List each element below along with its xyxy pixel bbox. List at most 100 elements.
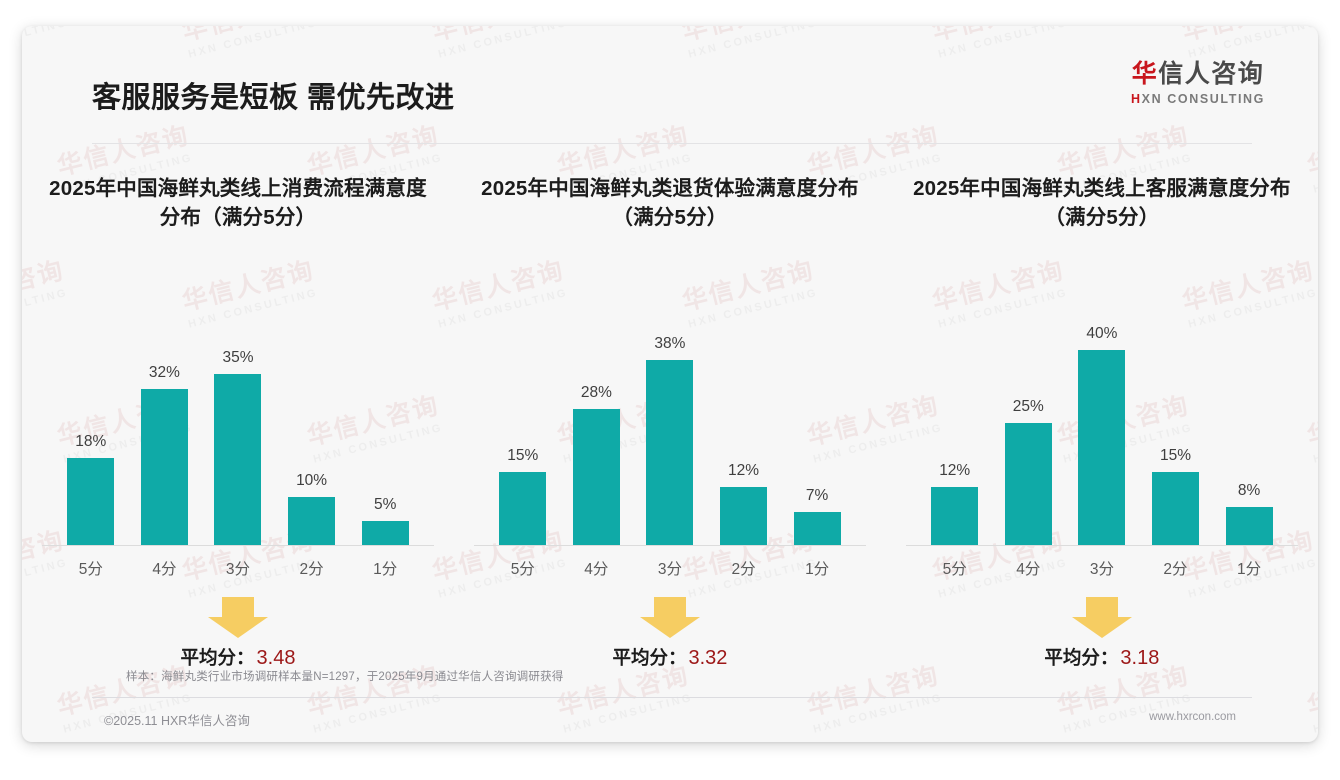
category-axis: 5分 4分 3分 2分 1分 [468,557,872,579]
bar-value-label: 18% [75,433,107,451]
bar-slot[interactable]: 40% [1065,278,1139,547]
chart-title: 2025年中国海鲜丸类退货体验满意度分布（满分5分） [481,177,859,230]
bar-slot[interactable]: 28% [560,278,634,547]
category-label: 5分 [942,561,967,579]
average-score-label: 平均分： [1044,647,1119,669]
bar-rect[interactable] [67,458,115,547]
bar-rect[interactable] [1225,507,1273,547]
header-divider [92,143,1252,144]
average-score-text: 平均分： 3.18 [900,644,1304,670]
copyright-text: ©2025.11 HXR华信人咨询 [104,714,250,728]
bar-group: 18% 32% 35% 10% 5% [54,278,422,547]
bar-value-label: 15% [507,447,539,465]
logo-chinese: 华信人咨询 [1131,60,1265,89]
bar-slot[interactable]: 25% [992,278,1066,547]
chart-title: 2025年中国海鲜丸类线上消费流程满意度分布（满分5分） [49,177,427,230]
bar-slot[interactable]: 10% [275,278,349,547]
bar-rect[interactable] [1004,423,1052,547]
slide-header: 客服服务是短板 需优先改进 华信人咨询 HXN CONSULTING [22,26,1318,122]
bar-rect[interactable] [572,409,620,547]
bar-slot[interactable]: 5% [348,278,422,547]
bar-slot[interactable]: 15% [1139,278,1213,547]
bar-value-label: 40% [1086,325,1118,343]
arrow-head [639,617,700,639]
bar-slot[interactable]: 18% [54,278,128,547]
bar-slot[interactable]: 15% [486,278,560,547]
average-score-block: 平均分： 3.48 [36,597,440,683]
bar-slot[interactable]: 12% [918,278,992,547]
bar-value-label: 15% [1159,447,1191,465]
bar-rect[interactable] [288,497,336,547]
average-score-block: 平均分： 3.18 [900,597,1304,683]
average-score-value: 3.32 [688,647,728,670]
charts-row: 2025年中国海鲜丸类线上消费流程满意度分布（满分5分） 18% 32% 35% 10%… [22,174,1318,683]
category-label: 4分 [152,561,177,579]
category-label: 3分 [657,561,682,579]
bar-rect[interactable] [720,487,768,547]
bar-value-label: 12% [728,462,760,480]
category-label: 2分 [299,561,324,579]
website-text: www.hxrcon.com [1149,711,1236,723]
logo-english-first: H [1131,91,1142,106]
category-label: 3分 [225,561,251,579]
bar-slot[interactable]: 38% [633,278,707,547]
bar-value-label: 28% [580,384,612,402]
plot-area: 12% 25% 40% 15% 8% [900,278,1304,547]
category-axis: 5分 4分 3分 2分 1分 [900,557,1304,579]
down-arrow-icon [207,597,268,639]
bar-group: 15% 28% 38% 12% 7% [486,278,854,547]
bar-rect[interactable] [793,512,841,547]
bar-value-label: 12% [939,462,971,480]
slide-card: 华信人咨询 HXN CONSULTING 华信人咨询 HXN CONSULTING华信… [22,26,1318,742]
logo-chinese-first: 华 [1131,60,1159,88]
category-label: 1分 [805,561,830,579]
plot-area: 15% 28% 38% 12% 7% [468,278,872,547]
bar-slot[interactable]: 32% [128,278,202,547]
down-arrow-icon [639,597,700,639]
average-score-text: 平均分： 3.32 [468,644,872,670]
chart-title: 2025年中国海鲜丸类线上客服满意度分布（满分5分） [913,177,1291,230]
x-axis-line [473,545,866,547]
bar-value-label: 32% [148,364,180,382]
chart-panel-1: 2025年中国海鲜丸类线上消费流程满意度分布（满分5分） 18% 32% 35% 10%… [22,174,454,683]
source-footnote: 样本：海鲜丸类行业市场调研样本量N=1297，于2025年9月通过华信人咨询调研… [126,671,564,683]
category-label: 2分 [731,561,756,579]
bar-rect[interactable] [499,472,547,547]
category-label: 5分 [78,561,103,579]
bar-rect[interactable] [1151,472,1199,547]
page-title: 客服服务是短板 需优先改进 [92,82,455,114]
bar-value-label: 38% [654,335,686,353]
bar-rect[interactable] [931,487,979,547]
category-label: 4分 [1016,561,1041,579]
bar-rect[interactable] [214,374,262,547]
arrow-shaft [221,597,254,618]
chart-panel-2: 2025年中国海鲜丸类退货体验满意度分布（满分5分） 15% 28% 38% 12% 7%… [454,174,886,683]
slide-footer: ©2025.11 HXR华信人咨询 www.hxrcon.com [22,698,1318,742]
category-label: 4分 [584,561,609,579]
average-score-value: 3.48 [256,647,296,670]
bar-value-label: 35% [222,349,254,367]
bar-value-label: 7% [805,487,829,505]
category-axis: 5分 4分 3分 2分 1分 [36,557,440,579]
logo-english: HXN CONSULTING [1131,92,1265,106]
bar-value-label: 25% [1012,398,1044,416]
bar-slot[interactable]: 7% [780,278,854,547]
down-arrow-icon [1071,597,1132,639]
x-axis-line [42,545,434,547]
category-label: 5分 [510,561,535,579]
bar-group: 12% 25% 40% 15% 8% [918,278,1286,547]
bar-rect[interactable] [361,521,409,547]
bar-rect[interactable] [140,389,188,547]
bar-slot[interactable]: 12% [707,278,781,547]
bar-slot[interactable]: 35% [201,278,275,547]
bar-rect[interactable] [1078,350,1126,547]
bar-rect[interactable] [646,360,694,547]
average-score-block: 平均分： 3.32 [468,597,872,683]
brand-logo: 华信人咨询 HXN CONSULTING [1131,60,1265,106]
average-score-label: 平均分： [180,647,255,669]
plot-area: 18% 32% 35% 10% 5% [36,278,440,547]
bar-value-label: 10% [296,472,328,490]
average-score-text: 平均分： 3.48 [36,644,440,670]
bar-slot[interactable]: 8% [1212,278,1286,547]
arrow-head [1071,617,1132,639]
